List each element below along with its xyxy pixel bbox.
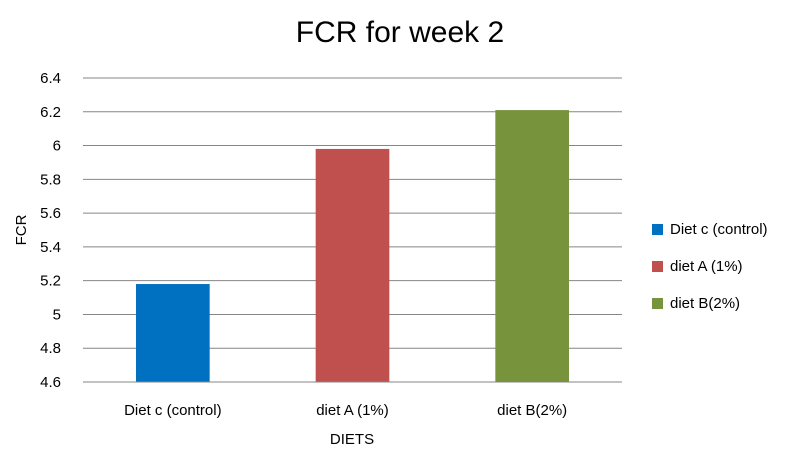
y-tick-label: 5 bbox=[53, 306, 61, 323]
y-tick-label: 6 bbox=[53, 138, 61, 155]
x-axis-ticks: Diet c (control) diet A (1%) diet B(2%) bbox=[124, 402, 567, 419]
legend-label: diet B(2%) bbox=[670, 295, 740, 312]
y-tick-label: 5.6 bbox=[40, 205, 61, 222]
y-tick-label: 4.8 bbox=[40, 340, 61, 357]
x-tick-label: diet B(2%) bbox=[497, 402, 567, 419]
x-axis-title: DIETS bbox=[330, 431, 374, 448]
y-tick-label: 5.2 bbox=[40, 273, 61, 290]
legend-swatch bbox=[652, 224, 663, 235]
y-tick-label: 6.2 bbox=[40, 104, 61, 121]
legend-label: diet A (1%) bbox=[670, 258, 743, 275]
bar bbox=[136, 284, 210, 382]
y-tick-label: 6.4 bbox=[40, 70, 61, 87]
legend: Diet c (control) diet A (1%) diet B(2%) bbox=[652, 221, 768, 312]
x-tick-label: diet A (1%) bbox=[316, 402, 389, 419]
y-axis-ticks: 4.6 4.8 5 5.2 5.4 5.6 5.8 6 6.2 6.4 bbox=[40, 70, 61, 391]
x-tick-label: Diet c (control) bbox=[124, 402, 222, 419]
legend-swatch bbox=[652, 298, 663, 309]
legend-label: Diet c (control) bbox=[670, 221, 768, 238]
legend-swatch bbox=[652, 261, 663, 272]
bars bbox=[136, 110, 569, 382]
y-tick-label: 4.6 bbox=[40, 374, 61, 391]
bar bbox=[495, 110, 569, 382]
y-tick-label: 5.8 bbox=[40, 171, 61, 188]
chart-title: FCR for week 2 bbox=[296, 16, 504, 49]
bar bbox=[315, 148, 390, 382]
y-axis-title: FCR bbox=[13, 214, 30, 245]
y-tick-label: 5.4 bbox=[40, 239, 61, 256]
